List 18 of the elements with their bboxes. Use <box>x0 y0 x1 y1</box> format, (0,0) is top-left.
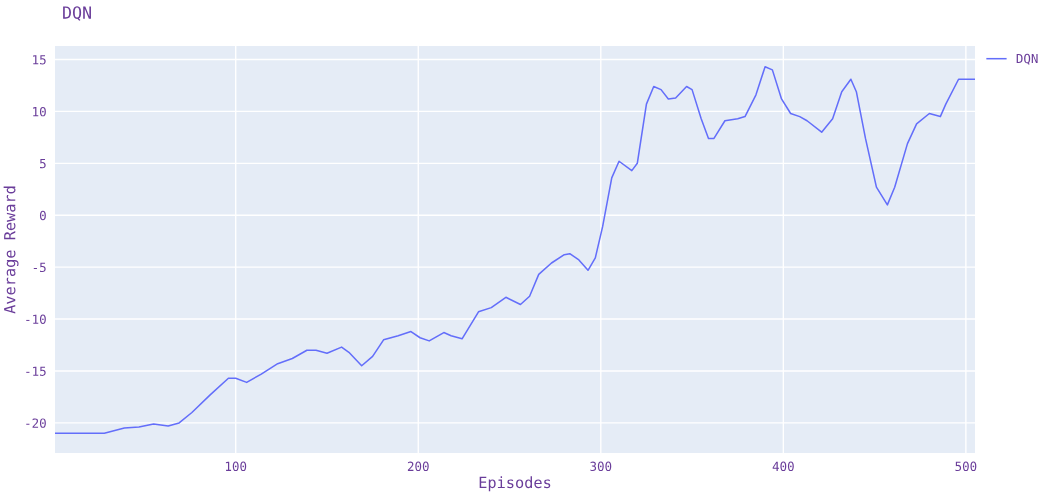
y-tick-label: -15 <box>26 366 46 376</box>
chart-title: DQN <box>63 6 91 21</box>
y-tick-label: 5 <box>40 158 46 169</box>
x-tick-label: 400 <box>772 461 794 472</box>
line-series <box>55 66 975 435</box>
y-tick-label: 15 <box>33 55 46 65</box>
y-tick-label: 0 <box>39 210 46 221</box>
x-tick-label: 500 <box>955 461 977 472</box>
y-tick-label: -5 <box>33 262 46 273</box>
x-axis-title: Episodes <box>479 476 551 492</box>
y-tick-label: -10 <box>26 314 46 325</box>
x-tick-label: 300 <box>590 461 612 472</box>
legend-label: DQN <box>1016 53 1038 65</box>
y-axis-title: Average Reward <box>3 186 19 314</box>
y-tick-label: -20 <box>26 418 46 428</box>
x-tick-label: 200 <box>407 461 429 472</box>
y-tick-label: 10 <box>33 106 46 117</box>
x-tick-label: 100 <box>225 461 247 472</box>
